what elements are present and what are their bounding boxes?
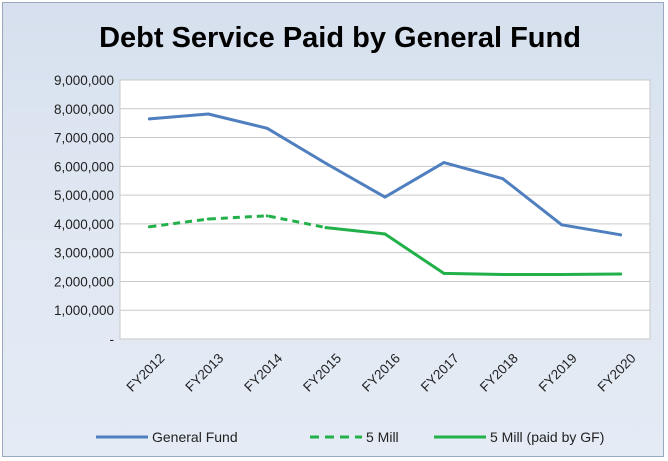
series-0-point — [619, 233, 623, 237]
y-tick-label: 3,000,000 — [54, 246, 114, 261]
series-0-point — [383, 195, 387, 199]
gridlines — [120, 79, 650, 311]
x-tick-label: FY2015 — [300, 351, 344, 395]
series-1-point — [147, 225, 151, 229]
x-tick-label: FY2013 — [182, 351, 226, 395]
y-tick-label: 4,000,000 — [54, 217, 114, 232]
y-tick-label: 1,000,000 — [54, 303, 114, 318]
y-axis-ticks: - 1,000,000 2,000,000 3,000,000 4,000,000 5,0… — [54, 73, 114, 347]
series-0-point — [501, 177, 505, 181]
x-tick-label: FY2016 — [359, 351, 403, 395]
series-line-1 — [149, 214, 327, 230]
series-0-point — [265, 126, 269, 130]
series-2-point — [442, 271, 446, 275]
series-line-2 — [324, 226, 623, 276]
series-2-point — [383, 232, 387, 236]
x-tick-label: FY2020 — [595, 351, 639, 395]
series-1-point — [265, 214, 269, 218]
series-0-point — [324, 161, 328, 165]
x-tick-label: FY2012 — [124, 351, 168, 395]
x-tick-label: FY2019 — [536, 351, 580, 395]
y-tick-label: 8,000,000 — [54, 102, 114, 117]
y-tick-label: 9,000,000 — [54, 73, 114, 88]
series-0-point — [560, 223, 564, 227]
series-0-point — [206, 112, 210, 116]
series-2-point — [560, 273, 564, 277]
x-axis-ticks: FY2012 FY2013 FY2014 FY2015 FY2016 FY2017 FY20… — [124, 350, 639, 394]
series-2-point — [619, 272, 623, 276]
x-tick-label: FY2017 — [418, 351, 462, 395]
series-0-point — [147, 117, 151, 121]
series-1-point — [206, 217, 210, 221]
series-0-point — [442, 161, 446, 165]
legend-label: 5 Mill (paid by GF) — [490, 429, 604, 445]
y-tick-label: - — [110, 332, 115, 347]
legend-label: General Fund — [152, 429, 238, 445]
x-tick-label: FY2018 — [477, 351, 521, 395]
y-tick-label: 5,000,000 — [54, 188, 114, 203]
series-2-point — [324, 226, 328, 230]
y-tick-label: 6,000,000 — [54, 159, 114, 174]
x-tick-label: FY2014 — [241, 350, 285, 394]
series-2-point — [501, 273, 505, 277]
y-tick-label: 2,000,000 — [54, 274, 114, 289]
plot-area — [119, 79, 651, 340]
y-tick-label: 7,000,000 — [54, 131, 114, 146]
legend: General Fund 5 Mill 5 Mill (paid by GF) — [96, 429, 604, 445]
series-lines — [147, 112, 623, 277]
chart-title: Debt Service Paid by General Fund — [99, 22, 581, 54]
legend-label: 5 Mill — [366, 429, 399, 445]
